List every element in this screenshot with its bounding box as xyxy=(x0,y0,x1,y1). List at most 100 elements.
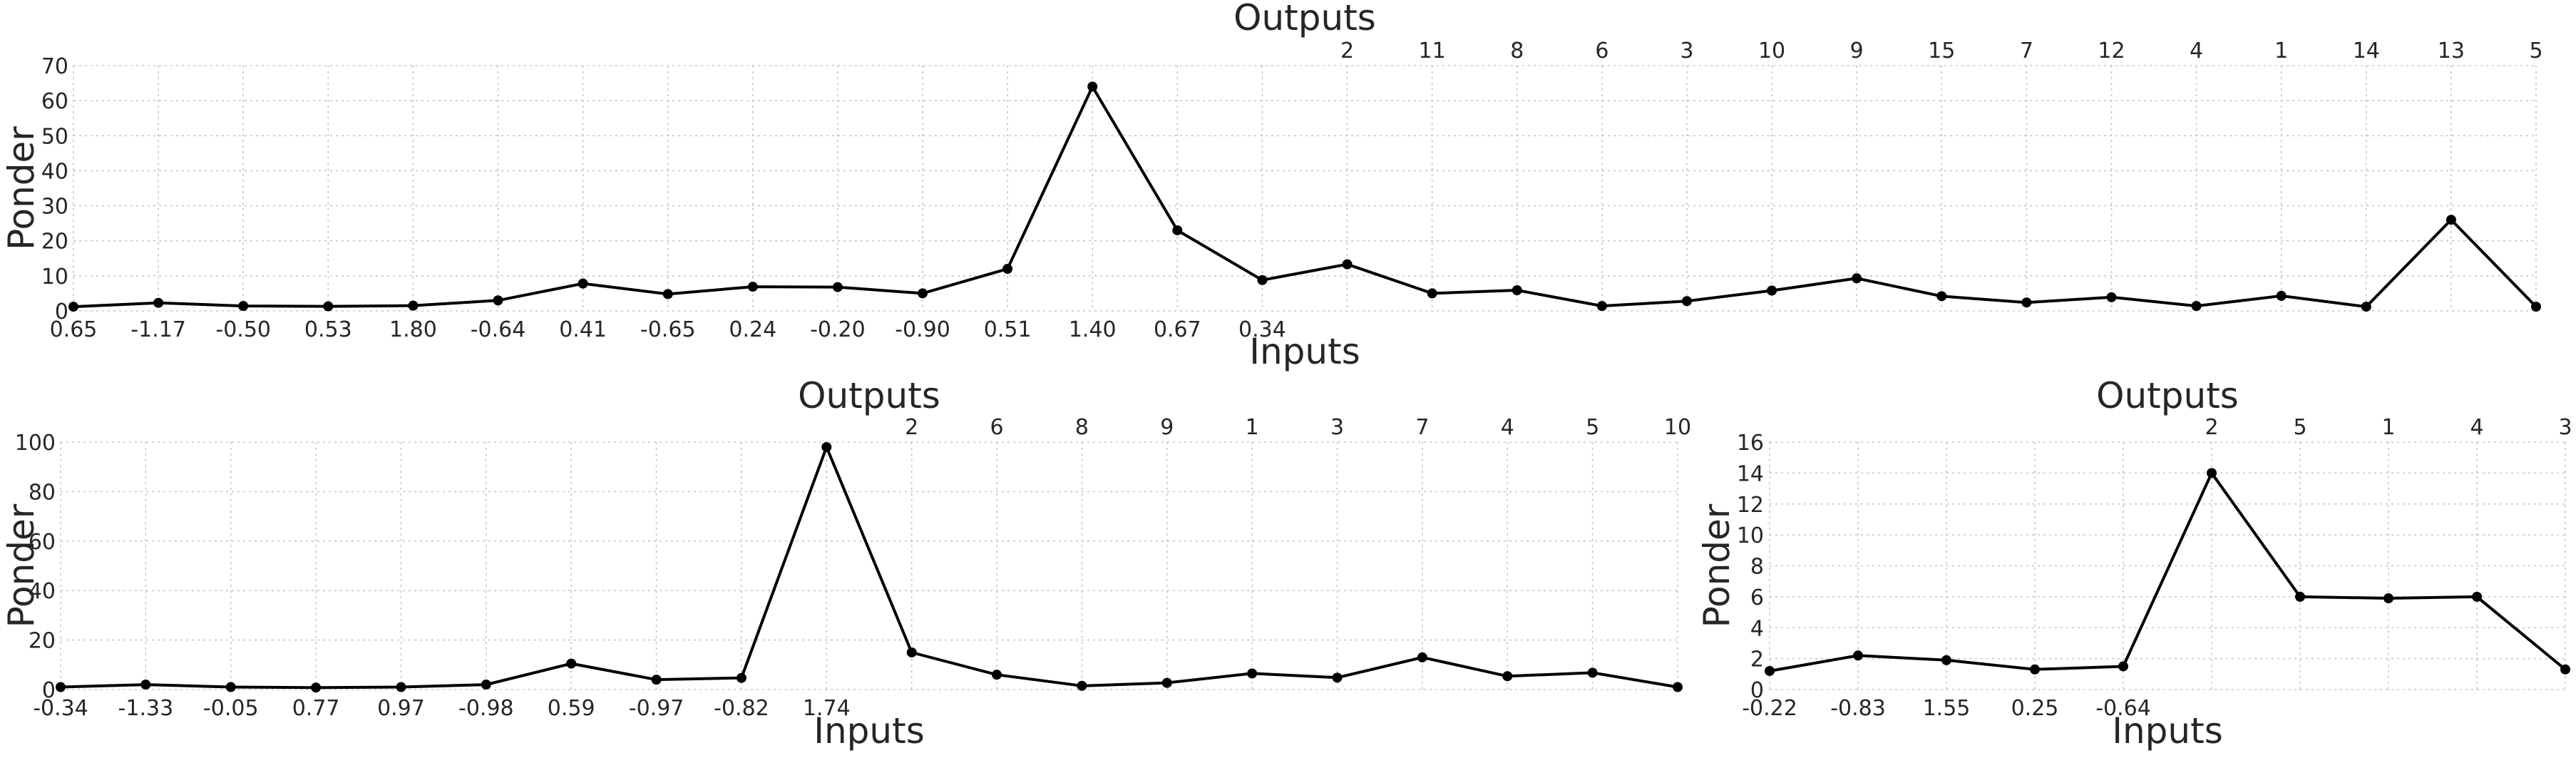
y-tick-label: 60 xyxy=(41,89,68,114)
x-tick-label-output: 4 xyxy=(1501,415,1514,440)
data-point xyxy=(311,682,322,693)
data-point xyxy=(1587,667,1598,678)
x-tick-label-output: 5 xyxy=(1586,415,1599,440)
x-tick-label-output: 9 xyxy=(1850,39,1864,63)
x-tick-label-input: -0.98 xyxy=(458,696,514,721)
data-point xyxy=(2207,468,2217,478)
data-point xyxy=(2446,215,2456,225)
chart-title: Outputs xyxy=(1233,0,1376,39)
data-point xyxy=(992,670,1002,680)
x-tick-label-output: 2 xyxy=(1340,39,1354,63)
data-point xyxy=(153,297,164,308)
data-point xyxy=(2531,302,2541,312)
x-axis-label: Inputs xyxy=(2112,710,2223,752)
x-tick-label-input: -0.05 xyxy=(203,696,259,721)
data-point xyxy=(1596,301,1607,312)
data-point xyxy=(918,288,928,299)
x-tick-label-input: 0.25 xyxy=(2011,696,2059,721)
data-point xyxy=(2383,593,2393,604)
data-point xyxy=(2030,664,2040,675)
x-tick-label-output: 11 xyxy=(1419,39,1446,63)
data-point xyxy=(2472,591,2482,602)
x-tick-label-input: -0.97 xyxy=(629,696,684,721)
data-point xyxy=(396,682,406,692)
chart-title: Outputs xyxy=(2096,375,2239,416)
data-point xyxy=(1936,291,1947,302)
data-point xyxy=(140,680,151,690)
x-tick-label-input: 0.67 xyxy=(1154,317,1201,342)
x-axis-label: Inputs xyxy=(814,710,925,752)
x-tick-label-output: 10 xyxy=(1664,415,1691,440)
data-point xyxy=(1765,665,1775,676)
y-tick-label: 20 xyxy=(29,629,56,654)
data-point xyxy=(56,682,66,692)
y-tick-label: 100 xyxy=(15,431,56,456)
data-point xyxy=(2118,661,2128,672)
data-point xyxy=(832,282,843,292)
data-point xyxy=(481,680,491,690)
x-tick-label-input: 0.53 xyxy=(304,317,352,342)
x-tick-label-input: -1.17 xyxy=(130,317,186,342)
x-tick-label-output: 7 xyxy=(1415,415,1429,440)
x-tick-label-input: 0.41 xyxy=(559,317,607,342)
data-point xyxy=(821,441,832,452)
y-tick-label: 8 xyxy=(1750,555,1764,580)
x-tick-label-input: -0.50 xyxy=(215,317,271,342)
x-tick-label-output: 14 xyxy=(2353,39,2380,63)
chart-panel-bottom-left: 0 20 40 60 80 100 -0.34 -1.33 -0.05 0.77 0.97 -0.98… xyxy=(1,375,1691,752)
x-axis-label: Inputs xyxy=(1249,331,1360,372)
x-tick-label-input: -0.20 xyxy=(810,317,866,342)
x-tick-label-input: 0.65 xyxy=(50,317,98,342)
data-point xyxy=(1087,81,1098,92)
data-point xyxy=(1077,680,1087,691)
data-point xyxy=(1002,264,1013,275)
y-tick-label: 50 xyxy=(41,124,68,149)
data-point xyxy=(2021,297,2032,308)
data-point xyxy=(2276,290,2287,301)
x-tick-label-input: -1.33 xyxy=(118,696,174,721)
x-tick-label-input: 1.74 xyxy=(803,696,851,721)
y-axis-label: Ponder xyxy=(1,503,42,628)
y-tick-label: 12 xyxy=(1737,493,1764,518)
data-point xyxy=(408,300,419,311)
data-point xyxy=(1767,285,1777,296)
series-line xyxy=(60,443,1678,690)
x-tick-label-output: 6 xyxy=(990,415,1004,440)
y-tick-label: 4 xyxy=(1750,616,1764,641)
data-point xyxy=(736,672,746,683)
y-tick-label: 30 xyxy=(41,195,68,220)
x-tick-label-input: 0.77 xyxy=(292,696,340,721)
y-tick-label: 16 xyxy=(1737,431,1764,456)
x-tick-label-output: 1 xyxy=(2381,415,2395,440)
x-tick-label-input: -0.83 xyxy=(1830,696,1886,721)
data-point xyxy=(1247,668,1258,679)
y-axis-label: Ponder xyxy=(1696,503,1738,628)
data-point xyxy=(1332,672,1343,683)
x-tick-label-output: 1 xyxy=(2274,39,2288,63)
y-tick-label: 70 xyxy=(41,54,68,79)
x-tick-label-output: 7 xyxy=(2020,39,2033,63)
data-point xyxy=(651,675,662,685)
data-point xyxy=(1257,275,1268,285)
x-tick-label-output: 5 xyxy=(2529,39,2542,63)
data-point xyxy=(493,295,503,306)
data-point xyxy=(2191,301,2202,312)
data-point xyxy=(1681,296,1692,307)
y-tick-label: 40 xyxy=(29,579,56,604)
x-tick-label-input: 0.24 xyxy=(729,317,776,342)
x-tick-label-input: 1.55 xyxy=(1923,696,1971,721)
x-tick-label-output: 2 xyxy=(905,415,918,440)
y-tick-label: 20 xyxy=(41,230,68,255)
data-point xyxy=(225,682,236,692)
x-tick-label-input: 0.97 xyxy=(377,696,425,721)
data-point xyxy=(1502,671,1513,682)
x-tick-label-output: 3 xyxy=(1680,39,1693,63)
data-point xyxy=(1417,652,1427,662)
data-point xyxy=(323,301,334,312)
data-point xyxy=(906,647,917,657)
data-point xyxy=(1941,655,1951,665)
x-tick-label-input: 0.51 xyxy=(984,317,1032,342)
x-tick-label-output: 13 xyxy=(2438,39,2465,63)
y-tick-label: 14 xyxy=(1737,461,1764,486)
